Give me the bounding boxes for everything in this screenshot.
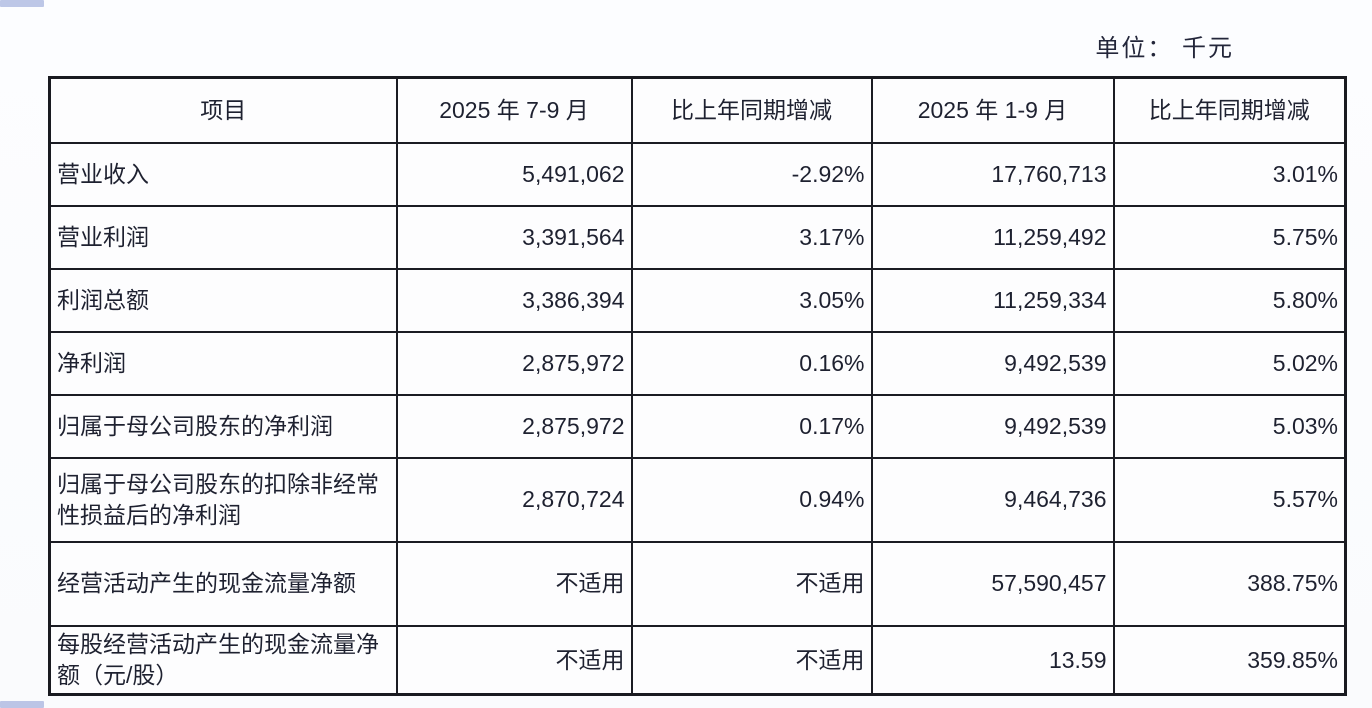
row-ytd-value: 13.59 [870, 625, 1115, 696]
row-label: 营业利润 [48, 205, 398, 270]
row-q3-yoy: 0.16% [630, 331, 873, 396]
header-item: 项目 [48, 76, 398, 144]
row-q3-yoy: 3.05% [630, 268, 873, 333]
row-ytd-yoy: 5.03% [1112, 394, 1347, 459]
table-row: 每股经营活动产生的现金流量净额（元/股） 不适用 不适用 13.59 359.8… [48, 625, 1347, 696]
row-ytd-yoy: 388.75% [1112, 541, 1347, 627]
bottom-left-corner-mark [0, 701, 44, 708]
row-ytd-yoy: 5.57% [1112, 457, 1347, 543]
row-q3-yoy: 不适用 [630, 625, 873, 696]
table-row: 利润总额 3,386,394 3.05% 11,259,334 5.80% [48, 268, 1347, 333]
row-ytd-value: 9,492,539 [870, 331, 1115, 396]
row-q3-yoy: -2.92% [630, 142, 873, 207]
row-ytd-yoy: 5.75% [1112, 205, 1347, 270]
row-q3-value: 5,491,062 [395, 142, 633, 207]
table-row: 营业利润 3,391,564 3.17% 11,259,492 5.75% [48, 205, 1347, 270]
row-q3-value: 2,870,724 [395, 457, 633, 543]
row-ytd-value: 17,760,713 [870, 142, 1115, 207]
row-ytd-value: 11,259,334 [870, 268, 1115, 333]
row-q3-value: 3,391,564 [395, 205, 633, 270]
row-q3-yoy: 3.17% [630, 205, 873, 270]
top-left-corner-mark [0, 0, 44, 7]
row-ytd-yoy: 3.01% [1112, 142, 1347, 207]
header-q3-yoy: 比上年同期增减 [630, 76, 873, 144]
row-ytd-yoy: 5.80% [1112, 268, 1347, 333]
row-q3-yoy: 不适用 [630, 541, 873, 627]
financial-summary-table: 项目 2025 年 7-9 月 比上年同期增减 2025 年 1-9 月 比上年… [48, 76, 1347, 697]
row-q3-value: 2,875,972 [395, 331, 633, 396]
table-row: 营业收入 5,491,062 -2.92% 17,760,713 3.01% [48, 142, 1347, 207]
row-label: 每股经营活动产生的现金流量净额（元/股） [48, 625, 398, 696]
row-ytd-yoy: 359.85% [1112, 625, 1347, 696]
table-row: 归属于母公司股东的扣除非经常性损益后的净利润 2,870,724 0.94% 9… [48, 457, 1347, 543]
row-q3-value: 不适用 [395, 625, 633, 696]
row-ytd-value: 57,590,457 [870, 541, 1115, 627]
row-ytd-value: 9,464,736 [870, 457, 1115, 543]
header-q3-period: 2025 年 7-9 月 [395, 76, 633, 144]
row-label: 营业收入 [48, 142, 398, 207]
row-label: 利润总额 [48, 268, 398, 333]
row-label: 净利润 [48, 331, 398, 396]
row-label: 归属于母公司股东的扣除非经常性损益后的净利润 [48, 457, 398, 543]
row-ytd-yoy: 5.02% [1112, 331, 1347, 396]
row-q3-value: 不适用 [395, 541, 633, 627]
row-q3-yoy: 0.17% [630, 394, 873, 459]
unit-label: 单位： 千元 [1095, 35, 1234, 62]
table-row: 经营活动产生的现金流量净额 不适用 不适用 57,590,457 388.75% [48, 541, 1347, 627]
row-label: 归属于母公司股东的净利润 [48, 394, 398, 459]
row-ytd-value: 9,492,539 [870, 394, 1115, 459]
row-q3-yoy: 0.94% [630, 457, 873, 543]
row-q3-value: 2,875,972 [395, 394, 633, 459]
row-q3-value: 3,386,394 [395, 268, 633, 333]
table-row: 净利润 2,875,972 0.16% 9,492,539 5.02% [48, 331, 1347, 396]
header-ytd-yoy: 比上年同期增减 [1112, 76, 1347, 144]
row-ytd-value: 11,259,492 [870, 205, 1115, 270]
table-header-row: 项目 2025 年 7-9 月 比上年同期增减 2025 年 1-9 月 比上年… [48, 76, 1347, 144]
row-label: 经营活动产生的现金流量净额 [48, 541, 398, 627]
header-ytd-period: 2025 年 1-9 月 [870, 76, 1115, 144]
table-row: 归属于母公司股东的净利润 2,875,972 0.17% 9,492,539 5… [48, 394, 1347, 459]
